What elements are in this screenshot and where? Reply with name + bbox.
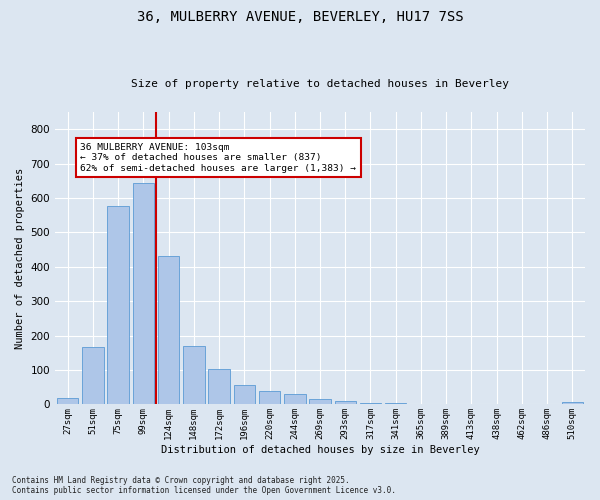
X-axis label: Distribution of detached houses by size in Beverley: Distribution of detached houses by size … — [161, 445, 479, 455]
Bar — [259, 390, 280, 404]
Text: 36 MULBERRY AVENUE: 103sqm
← 37% of detached houses are smaller (837)
62% of sem: 36 MULBERRY AVENUE: 103sqm ← 37% of deta… — [80, 143, 356, 173]
Bar — [107, 206, 129, 404]
Bar — [284, 394, 305, 404]
Bar — [562, 402, 583, 404]
Bar — [208, 369, 230, 404]
Bar — [133, 183, 154, 404]
Bar — [183, 346, 205, 405]
Text: Contains HM Land Registry data © Crown copyright and database right 2025.
Contai: Contains HM Land Registry data © Crown c… — [12, 476, 396, 495]
Bar — [335, 402, 356, 404]
Bar — [309, 400, 331, 404]
Y-axis label: Number of detached properties: Number of detached properties — [15, 168, 25, 349]
Bar — [158, 256, 179, 404]
Bar — [57, 398, 79, 404]
Bar — [233, 386, 255, 404]
Text: 36, MULBERRY AVENUE, BEVERLEY, HU17 7SS: 36, MULBERRY AVENUE, BEVERLEY, HU17 7SS — [137, 10, 463, 24]
Bar — [82, 346, 104, 405]
Title: Size of property relative to detached houses in Beverley: Size of property relative to detached ho… — [131, 79, 509, 89]
